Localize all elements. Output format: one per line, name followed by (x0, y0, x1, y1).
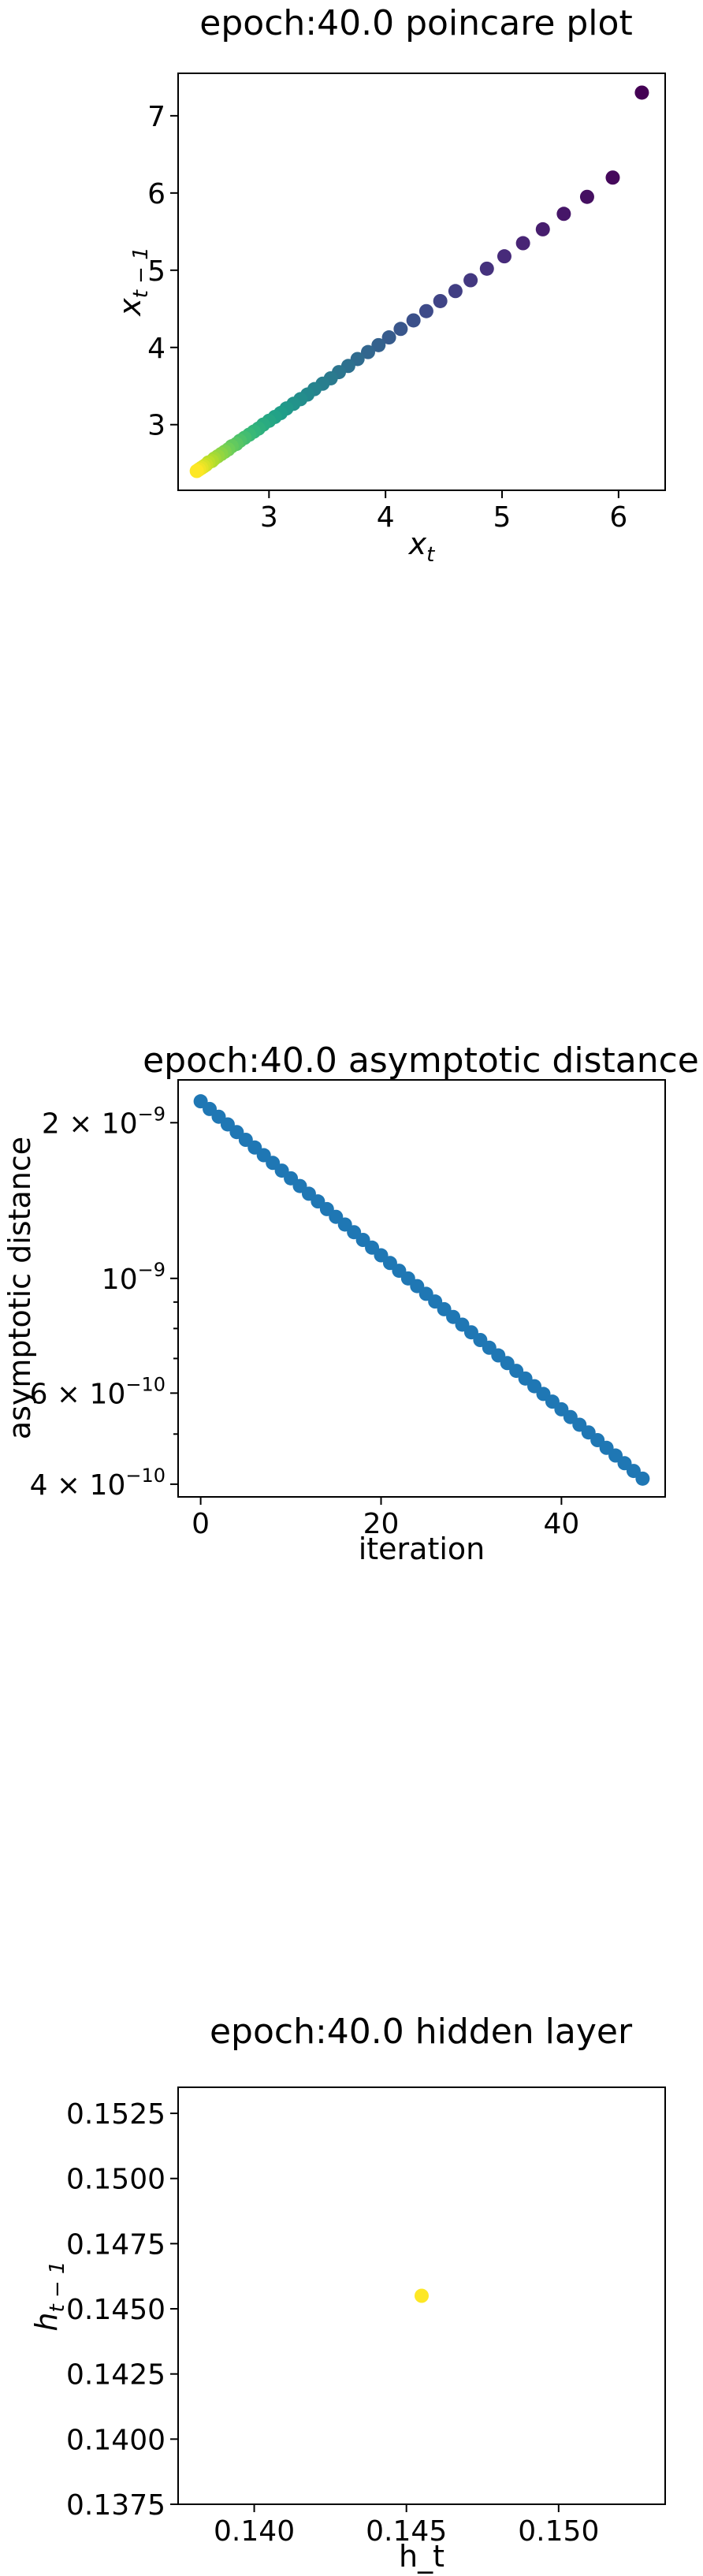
y-tick-label: 7 (147, 101, 166, 133)
y-tick-label: 0.1375 (66, 2489, 166, 2522)
poincare-y-label: xt − 1 (113, 247, 153, 317)
y-tick-label: 5 (147, 255, 166, 288)
poincare-point (535, 221, 550, 236)
hidden-layer-title: epoch:40.0 hidden layer (210, 2012, 633, 2052)
y-tick-label: 0.1475 (66, 2228, 166, 2261)
hidden-layer-x-label: h_t (399, 2539, 444, 2574)
asymptotic-y-ticks: 4 × 10−10 6 × 10−10 10−9 2 × 10−9 (30, 1103, 178, 1502)
poincare-point (189, 463, 204, 478)
y-tick-label: 0.1450 (66, 2294, 166, 2326)
y-tick-label: 0.1425 (66, 2359, 166, 2392)
y-tick-label: 3 (147, 410, 166, 442)
x-tick-label: 0.140 (214, 2515, 295, 2548)
poincare-point (479, 261, 494, 276)
hidden-layer-y-ticks: 0.1375 0.1400 0.1425 0.1450 0.1475 0.1500 0.15… (66, 2098, 178, 2522)
poincare-point (433, 293, 448, 308)
x-tick-label: 5 (493, 501, 511, 534)
asymptotic-point (635, 1471, 650, 1486)
poincare-plot-frame (177, 73, 666, 491)
asymptotic-title: epoch:40.0 asymptotic distance (143, 1040, 699, 1081)
y-tick-label: 4 (147, 333, 166, 365)
poincare-point (515, 236, 530, 251)
hidden-layer-plot-frame (177, 2086, 666, 2505)
poincare-y-ticks: 3 4 5 6 7 (147, 101, 178, 442)
y-tick-label: 10−9 (102, 1259, 166, 1296)
poincare-chart: epoch:40.0 poincare plot 3 4 5 6 3 4 5 6 7 xt x… (113, 3, 666, 567)
asymptotic-plot-frame (177, 1079, 666, 1498)
x-tick-label: 6 (609, 501, 627, 534)
asymptotic-y-label: asymptotic distance (2, 1137, 37, 1439)
y-tick-label: 0.1500 (66, 2164, 166, 2196)
poincare-point (406, 313, 421, 328)
hidden-layer-y-label: ht − 1 (29, 2261, 69, 2331)
x-tick-label: 0.145 (366, 2515, 447, 2548)
hidden-layer-point (415, 2288, 429, 2303)
hidden-layer-chart: epoch:40.0 hidden layer 0.140 0.145 0.150 … (29, 2012, 666, 2574)
x-tick-label: 40 (543, 1508, 579, 1540)
y-tick-label: 6 (147, 178, 166, 210)
asymptotic-chart: epoch:40.0 asymptotic distance 0 20 40 4 ×… (2, 1040, 699, 1566)
y-tick-label: 2 × 10−9 (42, 1103, 166, 1140)
poincare-point (418, 303, 433, 318)
asymptotic-x-label: iteration (359, 1532, 485, 1566)
x-tick-label: 20 (363, 1508, 400, 1540)
poincare-point (371, 337, 386, 352)
poincare-point (634, 85, 649, 100)
asymptotic-x-ticks: 0 20 40 (192, 1497, 579, 1540)
x-tick-label: 0 (192, 1508, 210, 1540)
poincare-points (189, 85, 649, 478)
y-tick-label: 0.1525 (66, 2098, 166, 2131)
poincare-x-ticks: 3 4 5 6 (260, 490, 627, 534)
poincare-point (448, 284, 463, 299)
asymptotic-points (193, 1094, 650, 1486)
x-tick-label: 0.150 (518, 2515, 599, 2548)
poincare-point (556, 207, 571, 221)
y-tick-label: 0.1400 (66, 2424, 166, 2456)
poincare-point (393, 322, 408, 337)
hidden-layer-x-ticks: 0.140 0.145 0.150 (214, 2504, 599, 2548)
poincare-point (579, 189, 594, 204)
poincare-x-label: xt (408, 527, 436, 567)
hidden-layer-points (415, 2288, 429, 2303)
x-tick-label: 4 (377, 501, 395, 534)
poincare-point (497, 249, 511, 264)
x-tick-label: 3 (260, 501, 278, 534)
poincare-point (360, 344, 375, 359)
poincare-point (381, 330, 396, 345)
y-tick-label: 6 × 10−10 (30, 1373, 166, 1410)
poincare-point (463, 273, 478, 288)
poincare-point (605, 170, 620, 185)
poincare-title: epoch:40.0 poincare plot (199, 3, 632, 43)
y-tick-label: 4 × 10−10 (30, 1465, 166, 1502)
